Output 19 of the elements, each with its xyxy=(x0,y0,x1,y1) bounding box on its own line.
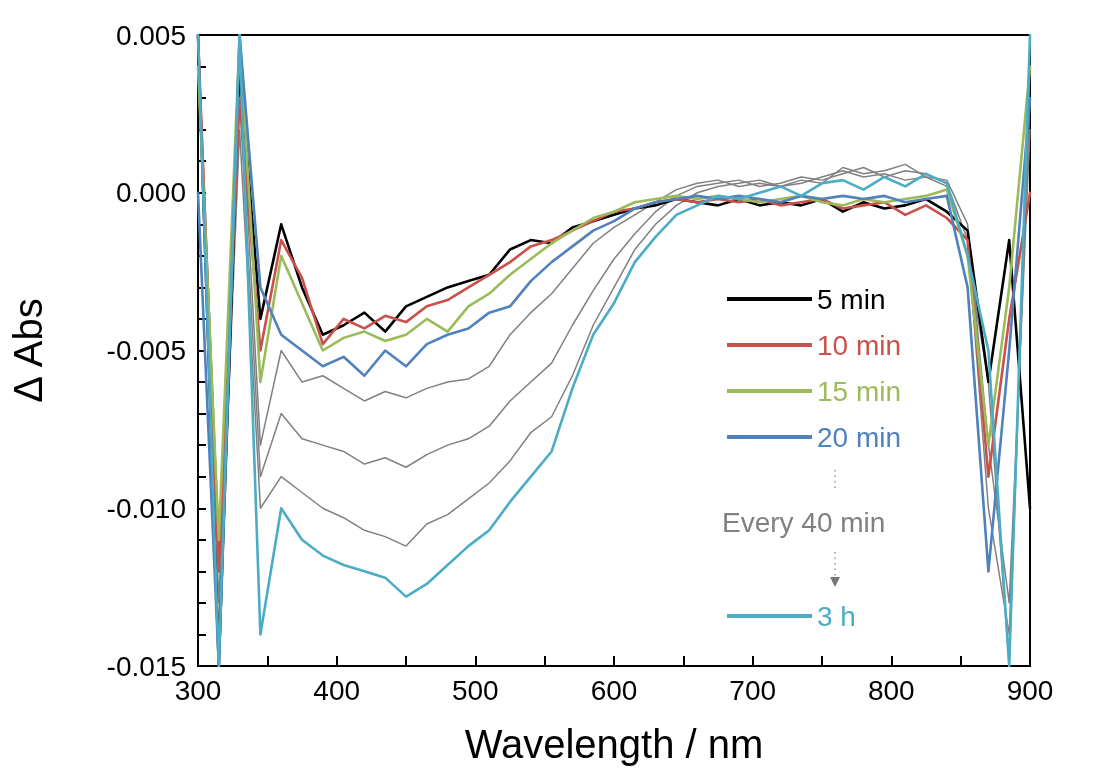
legend-label: 10 min xyxy=(817,329,902,361)
y-tick-label: -0.010 xyxy=(106,492,186,524)
y-axis-title: Δ Abs xyxy=(6,298,50,403)
y-tick-label: 0.000 xyxy=(115,177,186,209)
x-tick-label: 400 xyxy=(313,674,361,706)
x-tick-label: 900 xyxy=(1006,674,1054,706)
y-tick-label: -0.005 xyxy=(106,335,186,366)
legend-label: 3 h xyxy=(817,600,856,632)
legend-label: 15 min xyxy=(817,375,902,407)
legend-label: 5 min xyxy=(817,283,886,315)
y-tick-label: 0.005 xyxy=(115,19,186,51)
x-axis-title: Wavelength / nm xyxy=(464,722,764,766)
annotation: Every 40 min xyxy=(722,506,886,538)
x-tick-label: 700 xyxy=(729,674,777,706)
legend-label: 20 min xyxy=(817,421,902,453)
x-tick-label: 600 xyxy=(590,674,638,706)
x-tick-label: 500 xyxy=(451,674,499,706)
x-tick-label: 800 xyxy=(867,674,915,706)
y-tick-label: -0.015 xyxy=(106,650,186,682)
